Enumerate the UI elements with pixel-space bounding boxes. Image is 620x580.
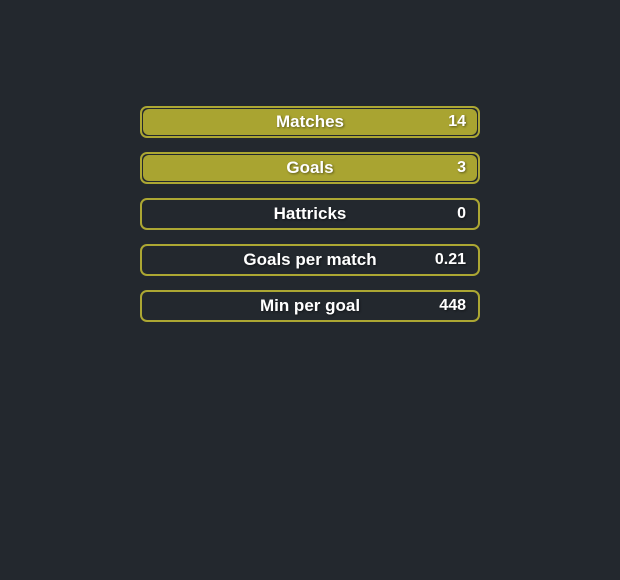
stat-bar: Goals 3	[140, 152, 480, 184]
stat-label: Matches	[276, 112, 344, 132]
stat-value: 3	[457, 159, 466, 177]
stat-value: 448	[439, 297, 466, 315]
stat-value: 0	[457, 205, 466, 223]
stat-label: Goals per match	[243, 250, 376, 270]
stat-label: Hattricks	[274, 204, 347, 224]
stat-value: 0.21	[435, 251, 466, 269]
stat-bar: Min per goal 448	[140, 290, 480, 322]
stat-bar: Goals per match 0.21	[140, 244, 480, 276]
stat-label: Min per goal	[260, 296, 360, 316]
stat-bar: Matches 14	[140, 106, 480, 138]
stat-value: 14	[448, 113, 466, 131]
stat-bar: Hattricks 0	[140, 198, 480, 230]
stat-label: Goals	[286, 158, 333, 178]
